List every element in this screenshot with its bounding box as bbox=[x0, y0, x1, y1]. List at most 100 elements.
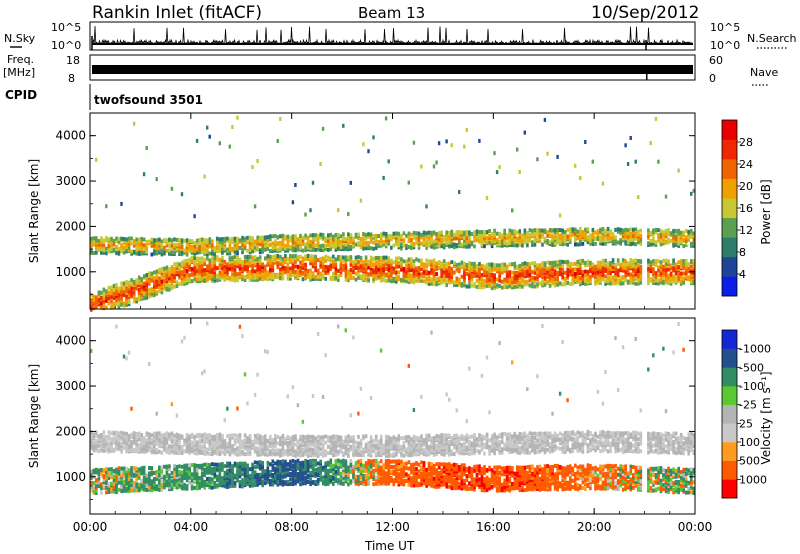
power-echo-cell bbox=[137, 281, 141, 286]
velocity-echo-cell bbox=[294, 475, 297, 480]
power-echo-cell bbox=[311, 277, 315, 281]
velocity-echo-cell bbox=[289, 436, 292, 441]
power-echo-cell bbox=[127, 282, 131, 287]
power-echo-cell bbox=[332, 239, 335, 244]
velocity-echo-cell bbox=[92, 447, 96, 451]
power-echo-cell bbox=[475, 284, 479, 289]
power-echo-cell bbox=[490, 273, 494, 277]
power-echo-cell bbox=[140, 280, 143, 285]
power-echo-cell bbox=[415, 231, 418, 236]
power-echo-cell bbox=[296, 247, 300, 252]
power-echo-cell bbox=[193, 241, 196, 245]
power-echo-cell bbox=[188, 257, 191, 262]
velocity-echo-cell bbox=[296, 472, 300, 476]
nsearch-label: N.Search bbox=[747, 32, 797, 45]
velocity-echo-cell bbox=[112, 436, 116, 441]
power-echo-cell bbox=[377, 259, 380, 264]
power-echo-cell bbox=[170, 265, 174, 270]
velocity-echo-cell bbox=[173, 440, 176, 445]
velocity-echo-cell bbox=[183, 449, 186, 454]
power-echo-cell bbox=[216, 239, 219, 244]
power-echo-cell bbox=[521, 239, 524, 244]
power-echo-cell bbox=[160, 239, 164, 244]
power-echo-cell bbox=[279, 243, 282, 248]
power-echo-cell bbox=[533, 279, 537, 284]
power-echo-cell bbox=[518, 229, 522, 234]
power-echo-cell bbox=[135, 247, 138, 252]
velocity-echo-cell bbox=[127, 489, 131, 494]
power-echo-cell bbox=[427, 238, 431, 243]
power-echo-cell bbox=[518, 284, 522, 289]
power-echo-cell bbox=[324, 269, 327, 274]
power-echo-cell bbox=[450, 272, 454, 277]
velocity-echo-cell bbox=[226, 449, 229, 454]
power-echo-cell bbox=[327, 267, 330, 272]
velocity-echo-cell bbox=[198, 432, 201, 437]
velocity-echo-cell bbox=[173, 433, 176, 438]
velocity-echo-cell bbox=[92, 481, 96, 485]
velocity-echo-cell bbox=[304, 475, 307, 480]
velocity-echo-cell bbox=[256, 460, 259, 465]
power-echo-cell bbox=[470, 274, 474, 279]
power-echo-cell bbox=[321, 260, 325, 265]
power-sparse-cell bbox=[382, 175, 385, 180]
power-echo-cell bbox=[311, 241, 315, 246]
velocity-echo-cell bbox=[180, 434, 184, 439]
power-echo-cell bbox=[495, 267, 499, 272]
velocity-echo-cell bbox=[228, 448, 232, 453]
power-echo-cell bbox=[503, 262, 506, 267]
power-echo-cell bbox=[130, 278, 133, 283]
power-echo-cell bbox=[629, 264, 633, 269]
velocity-echo-cell bbox=[105, 473, 108, 478]
power-sparse-cell bbox=[412, 140, 416, 145]
power-echo-cell bbox=[100, 244, 103, 249]
velocity-echo-cell bbox=[95, 434, 98, 438]
power-echo-cell bbox=[422, 272, 426, 277]
power-echo-cell bbox=[223, 264, 227, 269]
power-echo-cell bbox=[435, 241, 438, 246]
power-echo-cell bbox=[384, 267, 388, 271]
power-echo-cell bbox=[437, 260, 441, 265]
power-echo-cell bbox=[541, 267, 544, 272]
power-echo-cell bbox=[599, 271, 602, 276]
velocity-echo-cell bbox=[289, 482, 292, 486]
velocity-echo-cell bbox=[221, 437, 224, 442]
power-echo-cell bbox=[294, 242, 297, 247]
power-echo-cell bbox=[256, 271, 259, 276]
power-echo-cell bbox=[410, 241, 413, 246]
power-echo-cell bbox=[150, 277, 154, 282]
power-echo-cell bbox=[206, 273, 209, 278]
power-echo-cell bbox=[556, 240, 559, 245]
power-echo-cell bbox=[629, 231, 633, 236]
power-echo-cell bbox=[609, 275, 612, 280]
power-echo-cell bbox=[246, 269, 249, 274]
power-echo-cell bbox=[185, 252, 189, 257]
power-echo-cell bbox=[621, 268, 625, 273]
velocity-echo-cell bbox=[211, 462, 214, 467]
velocity-echo-cell bbox=[274, 478, 277, 483]
power-echo-cell bbox=[521, 268, 524, 273]
velocity-echo-cell bbox=[163, 440, 166, 445]
power-echo-cell bbox=[130, 290, 133, 295]
velocity-echo-cell bbox=[291, 469, 295, 474]
velocity-echo-cell bbox=[173, 447, 176, 452]
power-echo-cell bbox=[145, 279, 149, 283]
power-echo-cell bbox=[185, 274, 189, 279]
velocity-echo-cell bbox=[291, 476, 295, 481]
velocity-echo-cell bbox=[281, 482, 285, 487]
power-echo-cell bbox=[536, 263, 539, 268]
velocity-echo-cell bbox=[299, 471, 302, 476]
power-echo-cell bbox=[112, 242, 116, 247]
power-echo-cell bbox=[619, 277, 622, 282]
power-echo-cell bbox=[647, 228, 650, 233]
power-echo-cell bbox=[327, 233, 330, 238]
power-echo-cell bbox=[626, 228, 630, 233]
power-echo-cell bbox=[395, 265, 398, 270]
power-echo-cell bbox=[269, 234, 272, 239]
velocity-echo-cell bbox=[241, 464, 244, 469]
power-echo-cell bbox=[221, 247, 224, 252]
power-echo-cell bbox=[616, 260, 620, 265]
power-echo-cell bbox=[233, 269, 237, 274]
velocity-echo-cell bbox=[218, 448, 222, 453]
power-echo-cell bbox=[601, 235, 605, 240]
